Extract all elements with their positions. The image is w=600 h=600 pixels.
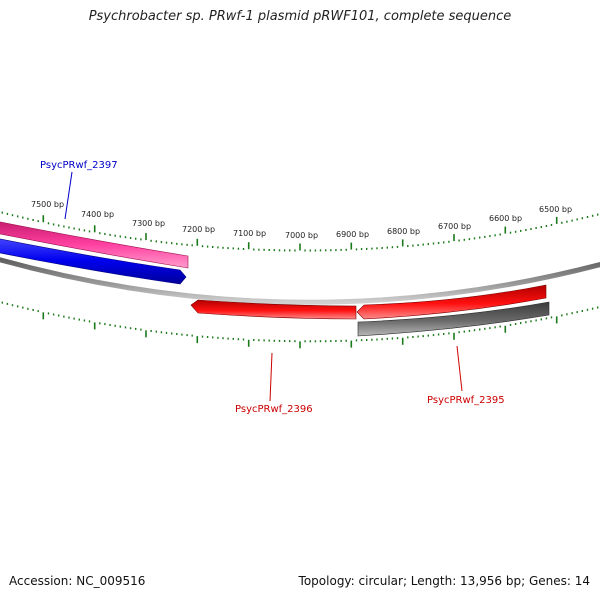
inner-scale — [1, 301, 599, 349]
pink-feature[interactable] — [0, 220, 189, 269]
label-line-psycprwf-2397 — [64, 171, 73, 220]
gene-arrow-psycprwf-2397[interactable] — [0, 237, 187, 285]
gene-label-psycprwf-2397[interactable]: PsycPRwf_2397 — [40, 160, 118, 171]
scale-label-7000: 7000 bp — [285, 231, 318, 240]
scale-label-6600: 6600 bp — [489, 214, 522, 223]
accession-text: Accession: NC_009516 — [9, 574, 146, 588]
sequence-backbone — [0, 257, 600, 305]
gray-feature[interactable] — [357, 301, 550, 337]
scale-label-7200: 7200 bp — [182, 225, 215, 234]
gene-arrow-psycprwf-2396[interactable] — [190, 299, 357, 320]
scale-label-6500: 6500 bp — [539, 205, 572, 214]
scale-label-7100: 7100 bp — [233, 229, 266, 238]
scale-label-7300: 7300 bp — [132, 219, 165, 228]
outer-scale — [1, 211, 599, 252]
scale-label-7500: 7500 bp — [31, 200, 64, 209]
label-line-psycprwf-2396 — [269, 352, 273, 402]
scale-label-6700: 6700 bp — [438, 222, 471, 231]
scale-label-6900: 6900 bp — [336, 230, 369, 239]
map-title: Psychrobacter sp. PRwf-1 plasmid pRWF101… — [88, 9, 512, 24]
gene-label-psycprwf-2395[interactable]: PsycPRwf_2395 — [427, 395, 505, 406]
gene-label-psycprwf-2396[interactable]: PsycPRwf_2396 — [235, 404, 313, 415]
gene-arrow-psycprwf-2395[interactable] — [356, 284, 547, 320]
label-line-psycprwf-2395 — [456, 345, 463, 392]
sequence-stats: Topology: circular; Length: 13,956 bp; G… — [298, 574, 590, 588]
scale-label-6800: 6800 bp — [387, 227, 420, 236]
scale-label-7400: 7400 bp — [81, 210, 114, 219]
scale-labels: 7500 bp 7400 bp 7300 bp 7200 bp 7100 bp … — [31, 200, 572, 240]
